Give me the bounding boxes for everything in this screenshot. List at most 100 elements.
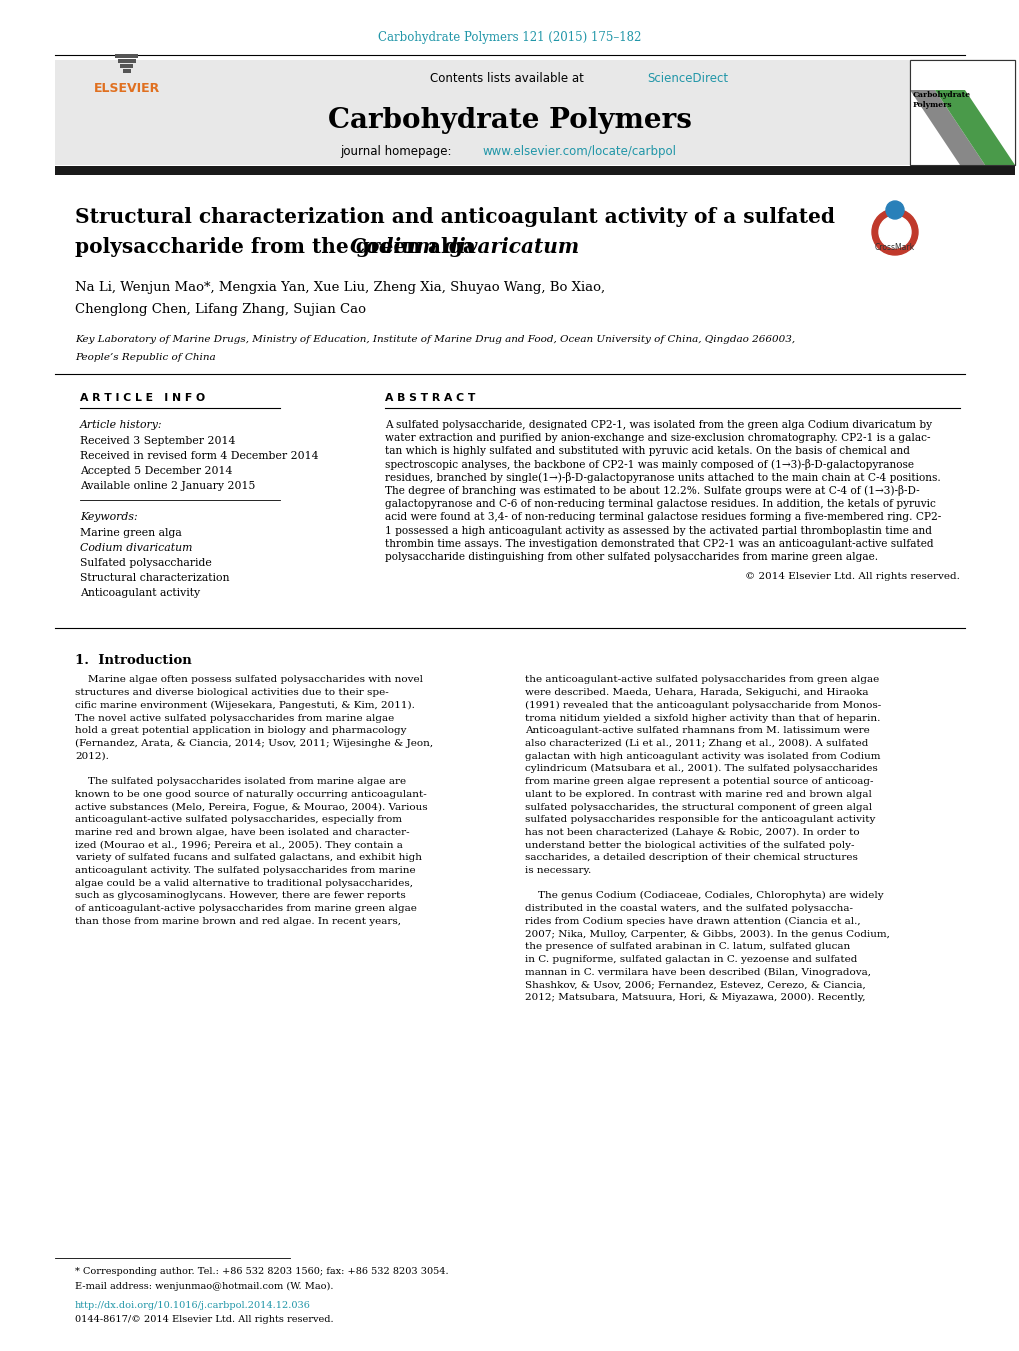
Text: mannan in C. vermilara have been described (Bilan, Vinogradova,: mannan in C. vermilara have been describ… [525,967,870,977]
Text: thrombin time assays. The investigation demonstrated that CP2-1 was an anticoagu: thrombin time assays. The investigation … [384,539,932,549]
Bar [909,59,1014,165]
Text: from marine green algae represent a potential source of anticoag-: from marine green algae represent a pote… [525,777,872,786]
Polygon shape [934,91,1014,165]
Text: ulant to be explored. In contrast with marine red and brown algal: ulant to be explored. In contrast with m… [525,790,871,798]
Text: Available online 2 January 2015: Available online 2 January 2015 [79,481,255,490]
Text: Carbohydrate Polymers: Carbohydrate Polymers [328,107,691,134]
Text: Keywords:: Keywords: [79,512,138,521]
Text: Key Laboratory of Marine Drugs, Ministry of Education, Institute of Marine Drug : Key Laboratory of Marine Drugs, Ministry… [75,335,795,345]
Text: A sulfated polysaccharide, designated CP2-1, was isolated from the green alga Co: A sulfated polysaccharide, designated CP… [384,420,931,430]
Text: Marine green alga: Marine green alga [79,528,181,538]
Text: Na Li, Wenjun Mao*, Mengxia Yan, Xue Liu, Zheng Xia, Shuyao Wang, Bo Xiao,: Na Li, Wenjun Mao*, Mengxia Yan, Xue Liu… [75,281,604,295]
Text: troma nitidum yielded a sixfold higher activity than that of heparin.: troma nitidum yielded a sixfold higher a… [525,713,879,723]
Text: © 2014 Elsevier Ltd. All rights reserved.: © 2014 Elsevier Ltd. All rights reserved… [745,571,959,581]
Text: anticoagulant activity. The sulfated polysaccharides from marine: anticoagulant activity. The sulfated pol… [75,866,415,875]
Text: marine red and brown algae, have been isolated and character-: marine red and brown algae, have been is… [75,828,410,836]
Text: galactopyranose and C-6 of non-reducing terminal galactose residues. In addition: galactopyranose and C-6 of non-reducing … [384,500,935,509]
Text: Shashkov, & Usov, 2006; Fernandez, Estevez, Cerezo, & Ciancia,: Shashkov, & Usov, 2006; Fernandez, Estev… [525,981,865,989]
Text: Structural characterization and anticoagulant activity of a sulfated: Structural characterization and anticoag… [75,207,835,227]
Bar [123,69,130,73]
Text: Received in revised form 4 December 2014: Received in revised form 4 December 2014 [79,451,318,461]
Text: E-mail address: wenjunmao@hotmail.com (W. Mao).: E-mail address: wenjunmao@hotmail.com (W… [75,1282,333,1290]
Text: sulfated polysaccharides responsible for the anticoagulant activity: sulfated polysaccharides responsible for… [525,815,874,824]
Text: (Fernandez, Arata, & Ciancia, 2014; Usov, 2011; Wijesinghe & Jeon,: (Fernandez, Arata, & Ciancia, 2014; Usov… [75,739,433,748]
Text: The degree of branching was estimated to be about 12.2%. Sulfate groups were at : The degree of branching was estimated to… [384,485,919,497]
Text: cific marine environment (Wijesekara, Pangestuti, & Kim, 2011).: cific marine environment (Wijesekara, Pa… [75,701,415,711]
Text: residues, branched by single(1→)-β-D-galactopyranose units attached to the main : residues, branched by single(1→)-β-D-gal… [384,473,940,484]
Text: (1991) revealed that the anticoagulant polysaccharide from Monos-: (1991) revealed that the anticoagulant p… [525,701,880,711]
Circle shape [871,209,917,255]
Text: is necessary.: is necessary. [525,866,591,875]
Text: the anticoagulant-active sulfated polysaccharides from green algae: the anticoagulant-active sulfated polysa… [525,676,878,685]
Text: Contents lists available at: Contents lists available at [430,73,587,85]
Text: cylindricum (Matsubara et al., 2001). The sulfated polysaccharides: cylindricum (Matsubara et al., 2001). Th… [525,765,877,774]
Text: Codium divaricatum: Codium divaricatum [79,543,193,553]
Text: of anticoagulant-active polysaccharides from marine green algae: of anticoagulant-active polysaccharides … [75,904,417,913]
Text: Anticoagulant activity: Anticoagulant activity [79,588,200,598]
Text: has not been characterized (Lahaye & Robic, 2007). In order to: has not been characterized (Lahaye & Rob… [525,828,859,838]
Circle shape [878,216,910,249]
Text: The novel active sulfated polysaccharides from marine algae: The novel active sulfated polysaccharide… [75,713,394,723]
Bar [115,54,139,58]
Text: acid were found at 3,4- of non-reducing terminal galactose residues forming a fi: acid were found at 3,4- of non-reducing … [384,512,941,523]
Text: sulfated polysaccharides, the structural component of green algal: sulfated polysaccharides, the structural… [525,802,871,812]
Text: 1.  Introduction: 1. Introduction [75,654,192,666]
Text: A B S T R A C T: A B S T R A C T [384,393,475,403]
Text: polysaccharide from the green alga: polysaccharide from the green alga [75,236,482,257]
Text: saccharides, a detailed description of their chemical structures: saccharides, a detailed description of t… [525,854,857,862]
Text: Accepted 5 December 2014: Accepted 5 December 2014 [79,466,232,476]
Text: www.elsevier.com/locate/carbpol: www.elsevier.com/locate/carbpol [483,146,677,158]
Text: 2012; Matsubara, Matsuura, Hori, & Miyazawa, 2000). Recently,: 2012; Matsubara, Matsuura, Hori, & Miyaz… [525,993,865,1002]
Text: water extraction and purified by anion-exchange and size-exclusion chromatograph: water extraction and purified by anion-e… [384,434,929,443]
Text: Codium divaricatum: Codium divaricatum [350,236,579,257]
Text: Structural characterization: Structural characterization [79,573,229,584]
Bar [120,63,133,68]
Text: galactan with high anticoagulant activity was isolated from Codium: galactan with high anticoagulant activit… [525,751,879,761]
Text: People’s Republic of China: People’s Republic of China [75,353,215,362]
Text: ScienceDirect: ScienceDirect [646,73,728,85]
Text: Marine algae often possess sulfated polysaccharides with novel: Marine algae often possess sulfated poly… [75,676,423,685]
Text: hold a great potential application in biology and pharmacology: hold a great potential application in bi… [75,727,407,735]
Text: understand better the biological activities of the sulfated poly-: understand better the biological activit… [525,840,854,850]
Text: structures and diverse biological activities due to their spe-: structures and diverse biological activi… [75,688,388,697]
Text: http://dx.doi.org/10.1016/j.carbpol.2014.12.036: http://dx.doi.org/10.1016/j.carbpol.2014… [75,1301,311,1309]
Text: Article history:: Article history: [79,420,162,430]
Text: 0144-8617/© 2014 Elsevier Ltd. All rights reserved.: 0144-8617/© 2014 Elsevier Ltd. All right… [75,1316,333,1324]
Text: Chenglong Chen, Lifang Zhang, Sujian Cao: Chenglong Chen, Lifang Zhang, Sujian Cao [75,304,366,316]
Text: were described. Maeda, Uehara, Harada, Sekiguchi, and Hiraoka: were described. Maeda, Uehara, Harada, S… [525,688,867,697]
Text: Anticoagulant-active sulfated rhamnans from M. latissimum were: Anticoagulant-active sulfated rhamnans f… [525,727,869,735]
Text: in C. pugniforme, sulfated galactan in C. yezoense and sulfated: in C. pugniforme, sulfated galactan in C… [525,955,857,963]
Bar [55,166,1014,176]
Text: 1 possessed a high anticoagulant activity as assessed by the activated partial t: 1 possessed a high anticoagulant activit… [384,526,931,535]
Text: variety of sulfated fucans and sulfated galactans, and exhibit high: variety of sulfated fucans and sulfated … [75,854,422,862]
Text: CrossMark: CrossMark [874,243,914,253]
Text: distributed in the coastal waters, and the sulfated polysaccha-: distributed in the coastal waters, and t… [525,904,852,913]
Text: tan which is highly sulfated and substituted with pyruvic acid ketals. On the ba: tan which is highly sulfated and substit… [384,446,909,457]
Text: Sulfated polysaccharide: Sulfated polysaccharide [79,558,212,567]
Text: The genus Codium (Codiaceae, Codiales, Chlorophyta) are widely: The genus Codium (Codiaceae, Codiales, C… [525,892,882,901]
Text: rides from Codium species have drawn attention (Ciancia et al.,: rides from Codium species have drawn att… [525,917,860,925]
Text: The sulfated polysaccharides isolated from marine algae are: The sulfated polysaccharides isolated fr… [75,777,406,786]
Text: polysaccharide distinguishing from other sulfated polysaccharides from marine gr: polysaccharide distinguishing from other… [384,553,877,562]
Text: the presence of sulfated arabinan in C. latum, sulfated glucan: the presence of sulfated arabinan in C. … [525,942,850,951]
Text: such as glycosaminoglycans. However, there are fewer reports: such as glycosaminoglycans. However, the… [75,892,406,900]
Text: algae could be a valid alternative to traditional polysaccharides,: algae could be a valid alternative to tr… [75,878,413,888]
Bar [909,59,1014,165]
Text: 2007; Nika, Mulloy, Carpenter, & Gibbs, 2003). In the genus Codium,: 2007; Nika, Mulloy, Carpenter, & Gibbs, … [525,929,889,939]
Text: also characterized (Li et al., 2011; Zhang et al., 2008). A sulfated: also characterized (Li et al., 2011; Zha… [525,739,867,748]
Text: Carbohydrate Polymers 121 (2015) 175–182: Carbohydrate Polymers 121 (2015) 175–182 [378,31,641,45]
Text: anticoagulant-active sulfated polysaccharides, especially from: anticoagulant-active sulfated polysaccha… [75,815,401,824]
Bar [909,59,1014,165]
Text: * Corresponding author. Tel.: +86 532 8203 1560; fax: +86 532 8203 3054.: * Corresponding author. Tel.: +86 532 82… [75,1267,448,1277]
Text: ized (Mourao et al., 1996; Pereira et al., 2005). They contain a: ized (Mourao et al., 1996; Pereira et al… [75,840,403,850]
Text: active substances (Melo, Pereira, Fogue, & Mourao, 2004). Various: active substances (Melo, Pereira, Fogue,… [75,802,427,812]
Polygon shape [909,91,984,165]
Text: ELSEVIER: ELSEVIER [94,81,160,95]
Text: A R T I C L E   I N F O: A R T I C L E I N F O [79,393,205,403]
Text: than those from marine brown and red algae. In recent years,: than those from marine brown and red alg… [75,917,400,925]
Text: 2012).: 2012). [75,751,109,761]
Bar [200,59,909,165]
Text: known to be one good source of naturally occurring anticoagulant-: known to be one good source of naturally… [75,790,426,798]
Text: spectroscopic analyses, the backbone of CP2-1 was mainly composed of (1→3)-β-D-g: spectroscopic analyses, the backbone of … [384,459,913,470]
Text: Carbohydrate
Polymers: Carbohydrate Polymers [912,92,970,108]
